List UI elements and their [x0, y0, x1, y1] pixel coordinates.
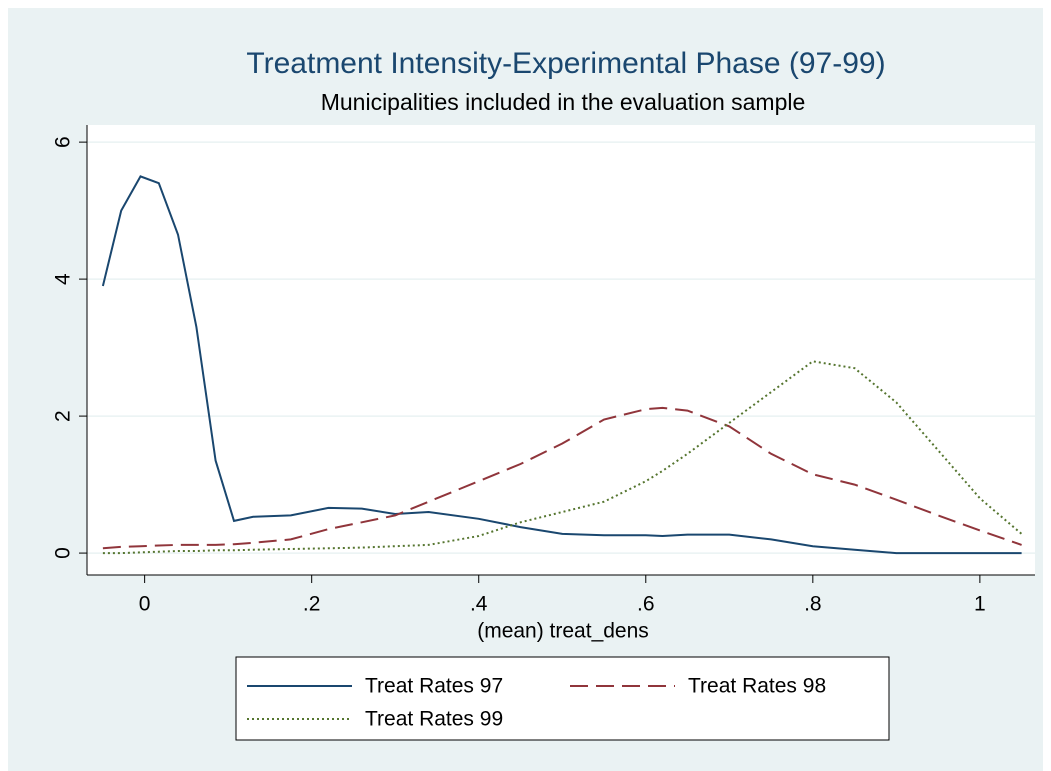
y-tick-label: 0	[52, 547, 75, 559]
legend-label: Treat Rates 97	[365, 675, 503, 698]
x-tick-label: .4	[470, 593, 488, 616]
chart-subtitle: Municipalities included in the evaluatio…	[321, 89, 806, 115]
y-tick-label: 6	[52, 136, 75, 148]
legend-label: Treat Rates 98	[688, 675, 826, 698]
legend-label: Treat Rates 99	[365, 708, 503, 731]
series-line	[102, 406, 1022, 550]
x-axis-label: (mean) treat_dens	[477, 620, 649, 643]
legend	[235, 656, 890, 741]
series-line	[101, 175, 1022, 555]
x-tick-label: 0	[139, 593, 151, 616]
x-tick-label: 1	[974, 593, 986, 616]
chart-title: Treatment Intensity-Experimental Phase (…	[246, 47, 885, 80]
x-tick-label: .8	[804, 593, 822, 616]
x-tick-label: .2	[303, 593, 321, 616]
x-tick-label: .6	[637, 593, 655, 616]
plot-area	[87, 125, 1035, 575]
series-line	[102, 360, 1023, 555]
y-tick-label: 2	[52, 410, 75, 422]
y-tick-label: 4	[52, 273, 75, 285]
